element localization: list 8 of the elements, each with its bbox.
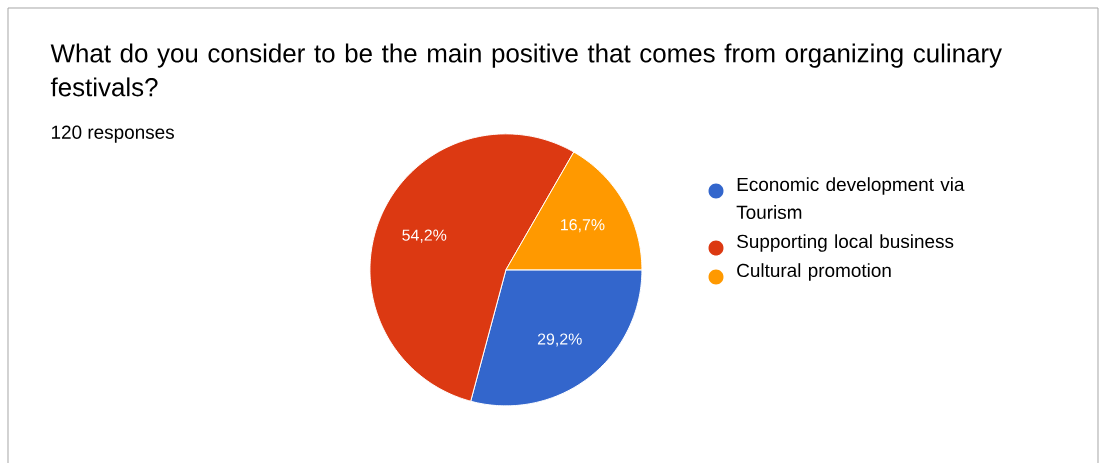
legend-label: Economic development via Tourism [736, 177, 965, 219]
data-label: 29,2% [537, 333, 582, 347]
data-label: 16,7% [561, 219, 605, 233]
text: 120 responses [51, 125, 174, 143]
legend-label: Cultural promotion [737, 263, 891, 281]
chart-title: What do you consider to be the main positive that comes from organizing culinary festivals? [50, 43, 1002, 97]
data-label: 54,2% [402, 229, 447, 243]
legend-label: Supporting local business [737, 234, 954, 252]
